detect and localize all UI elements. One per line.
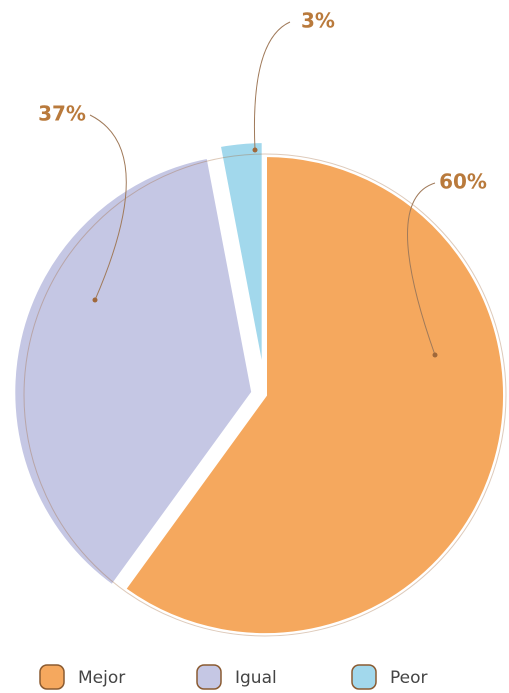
legend-label: Mejor	[78, 668, 125, 688]
leader-line	[89, 114, 127, 301]
pie-slice	[216, 139, 266, 382]
leader-line	[253, 21, 291, 151]
pie-outline	[23, 153, 507, 637]
leader-line	[407, 182, 436, 356]
leader-dot	[92, 297, 98, 303]
leader-dot	[252, 147, 258, 153]
pie-slice	[11, 154, 256, 590]
legend-swatch	[351, 664, 377, 690]
data-label: 60%	[439, 170, 487, 194]
leader-dot	[432, 352, 438, 358]
data-label: 3%	[301, 9, 335, 33]
pie-slice	[121, 152, 507, 637]
legend-label: Igual	[235, 668, 277, 688]
legend-swatch	[196, 664, 222, 690]
legend-label: Peor	[390, 668, 428, 688]
data-label: 37%	[38, 102, 86, 126]
legend-swatch	[39, 664, 65, 690]
